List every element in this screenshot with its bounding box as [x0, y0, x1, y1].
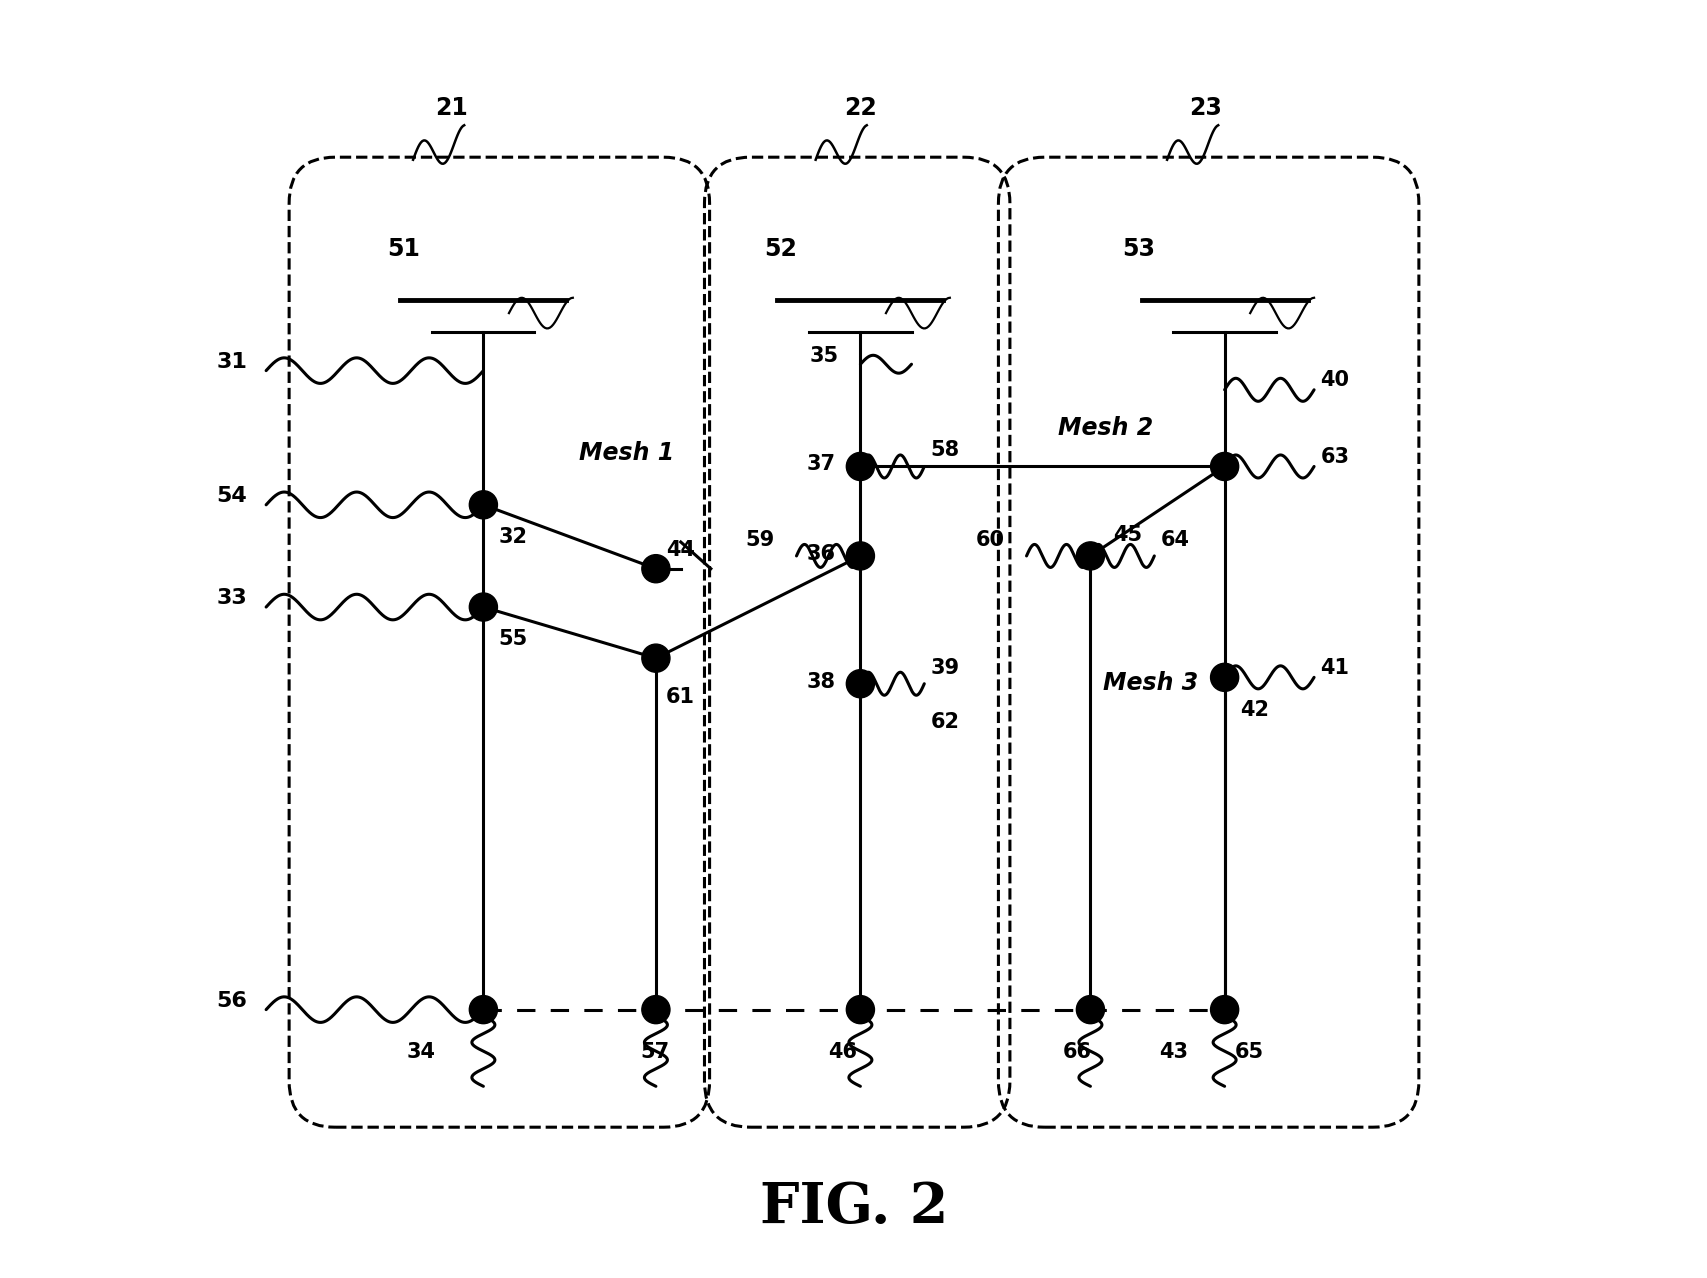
Text: 40: 40 [1320, 369, 1349, 390]
Text: 51: 51 [387, 236, 420, 261]
Text: 57: 57 [640, 1042, 669, 1062]
Text: 32: 32 [498, 527, 527, 547]
Text: 58: 58 [930, 440, 959, 460]
Text: 53: 53 [1121, 236, 1154, 261]
Circle shape [1210, 996, 1238, 1024]
Circle shape [847, 542, 874, 570]
Text: 45: 45 [1113, 524, 1142, 544]
Circle shape [1075, 996, 1104, 1024]
Text: 43: 43 [1159, 1042, 1188, 1062]
Text: Mesh 1: Mesh 1 [579, 441, 674, 465]
Text: 42: 42 [1239, 699, 1268, 720]
Text: 23: 23 [1188, 96, 1221, 120]
Circle shape [847, 996, 874, 1024]
Text: 59: 59 [744, 529, 775, 550]
Circle shape [1210, 452, 1238, 481]
Text: 39: 39 [930, 657, 959, 677]
Text: 35: 35 [809, 345, 838, 366]
Circle shape [1210, 663, 1238, 691]
Text: 52: 52 [765, 236, 797, 261]
Text: 56: 56 [217, 990, 248, 1011]
Circle shape [1075, 542, 1104, 570]
Text: 38: 38 [806, 671, 835, 691]
Text: 61: 61 [666, 686, 695, 707]
Text: 31: 31 [217, 351, 248, 372]
Circle shape [642, 996, 669, 1024]
Text: FIG. 2: FIG. 2 [760, 1180, 947, 1236]
Text: 63: 63 [1320, 446, 1349, 466]
Text: Mesh 2: Mesh 2 [1058, 415, 1152, 440]
Text: 33: 33 [217, 588, 248, 608]
Text: Mesh 3: Mesh 3 [1103, 671, 1198, 695]
Text: 46: 46 [828, 1042, 857, 1062]
Text: 60: 60 [975, 529, 1004, 550]
Text: 62: 62 [930, 712, 959, 732]
Text: 37: 37 [806, 454, 835, 474]
Text: 64: 64 [1161, 529, 1190, 550]
Text: 34: 34 [406, 1042, 435, 1062]
Circle shape [469, 593, 497, 621]
Text: 41: 41 [1320, 657, 1349, 677]
Circle shape [642, 644, 669, 672]
Text: 21: 21 [435, 96, 468, 120]
Text: 44: 44 [666, 539, 695, 560]
Text: 36: 36 [806, 543, 835, 564]
Circle shape [847, 670, 874, 698]
Text: 22: 22 [843, 96, 876, 120]
Circle shape [469, 996, 497, 1024]
Circle shape [642, 555, 669, 583]
Text: 54: 54 [217, 486, 248, 506]
Text: 66: 66 [1062, 1042, 1091, 1062]
Text: 55: 55 [498, 629, 527, 649]
Circle shape [469, 491, 497, 519]
Circle shape [847, 452, 874, 481]
Text: 65: 65 [1234, 1042, 1263, 1062]
